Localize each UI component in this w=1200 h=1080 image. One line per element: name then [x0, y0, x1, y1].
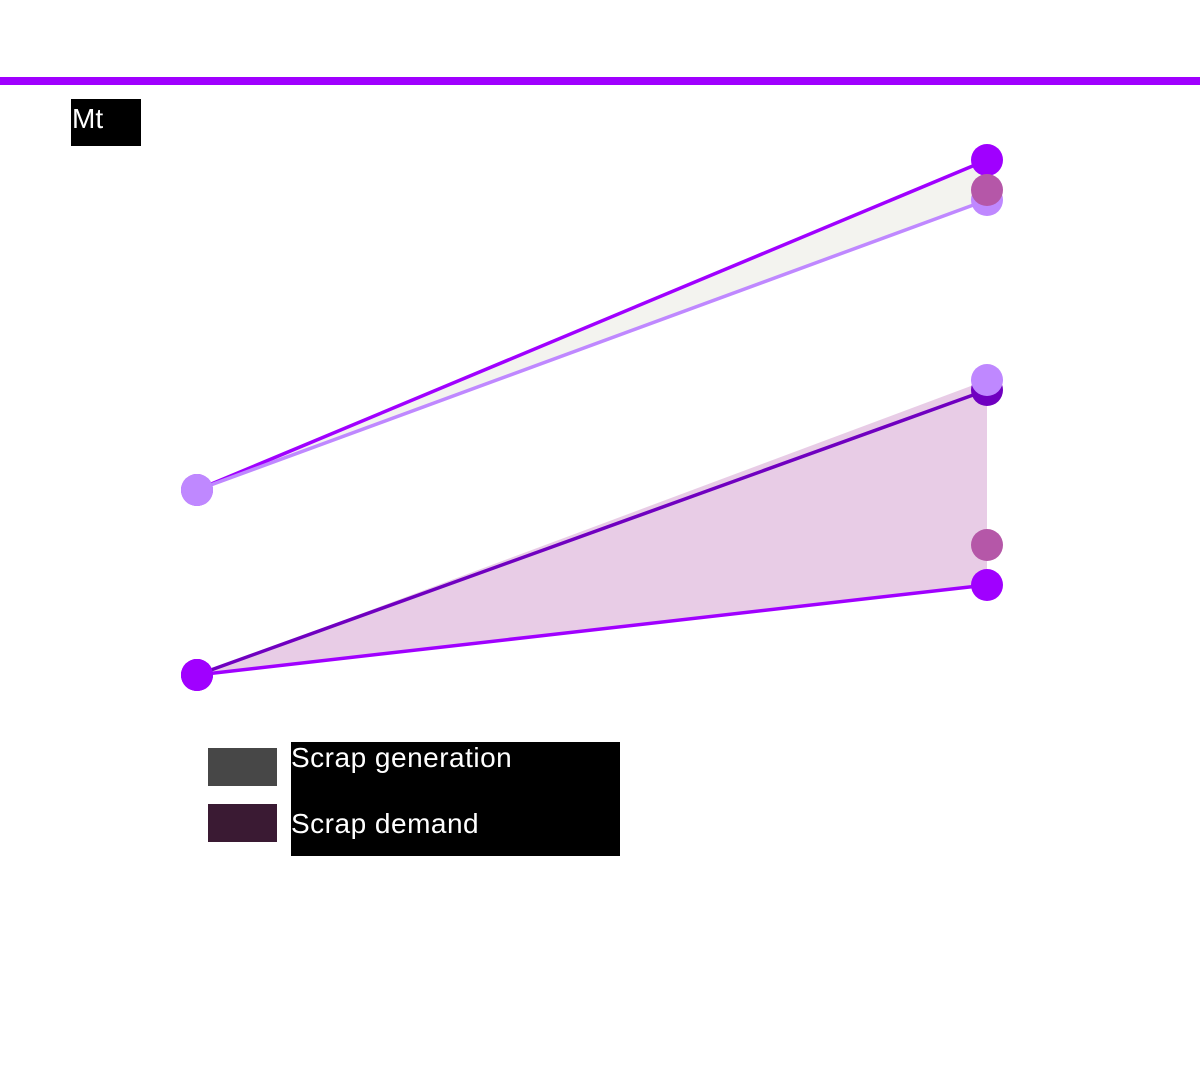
- series-line-3: [196, 583, 988, 677]
- series-line-2: [196, 388, 988, 677]
- legend-swatch-scrap-generation: [208, 748, 277, 786]
- legend-swatch-scrap-demand: [208, 804, 277, 842]
- legend-label-scrap-demand: Scrap demand: [291, 808, 480, 839]
- series-0-point-1: [971, 144, 1003, 176]
- series-line-0: [196, 158, 988, 492]
- unit-label: Mt: [71, 99, 141, 146]
- extra-point-1: [971, 364, 1003, 396]
- legend: Scrap generation Scrap demand: [291, 742, 620, 856]
- series-3-point-1: [971, 569, 1003, 601]
- extra-point-0: [971, 174, 1003, 206]
- legend-label-scrap-generation: Scrap generation: [291, 742, 513, 773]
- start-point-demand: [181, 659, 213, 691]
- series-line-1: [196, 198, 988, 492]
- extra-point-2: [971, 529, 1003, 561]
- band-1: [197, 380, 987, 675]
- top-accent-bar: [0, 77, 1200, 85]
- start-point-generation: [181, 474, 213, 506]
